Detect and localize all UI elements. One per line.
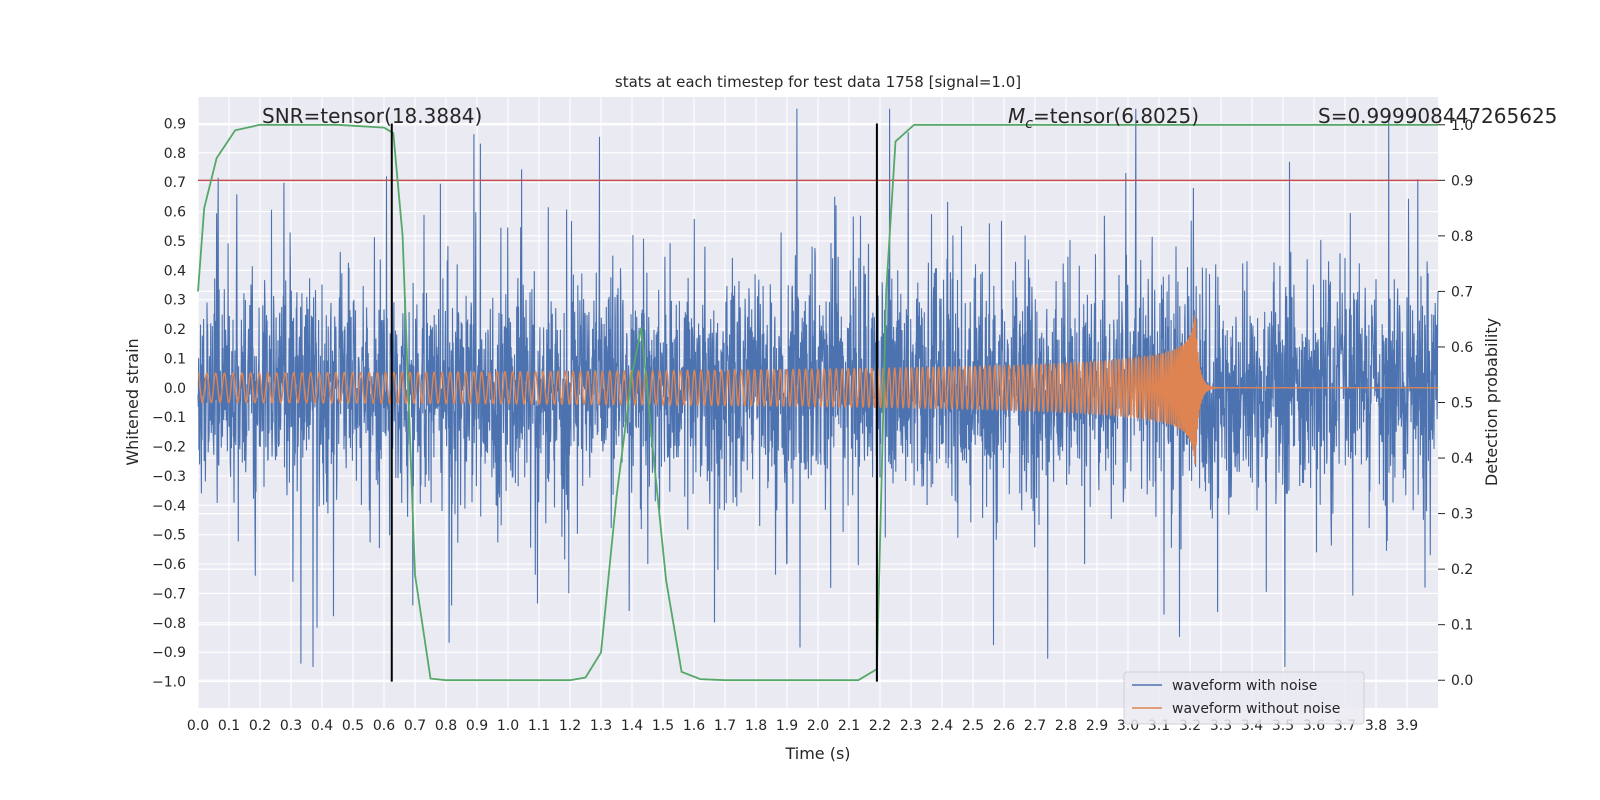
x-tick-label: 0.4 xyxy=(311,718,333,734)
y-tick-label: 0.5 xyxy=(164,234,186,250)
x-tick-label: 0.0 xyxy=(187,718,209,734)
x-tick-label: 2.7 xyxy=(1024,718,1046,734)
x-tick-label: 0.2 xyxy=(249,718,271,734)
y2-tick-label: 0.6 xyxy=(1451,340,1473,356)
chart-title: stats at each timestep for test data 175… xyxy=(615,73,1021,91)
x-tick-label: 2.8 xyxy=(1055,718,1077,734)
x-tick-label: 0.9 xyxy=(466,718,488,734)
x-tick-label: 2.9 xyxy=(1086,718,1108,734)
legend-box xyxy=(1123,671,1365,725)
series-waveform-with-noise xyxy=(197,108,1439,667)
s-annotation: S=0.999908447265625 xyxy=(1318,104,1557,128)
y2-tick-label: 0.0 xyxy=(1451,673,1473,689)
x-tick-label: 1.9 xyxy=(776,718,798,734)
y-tick-label: −0.8 xyxy=(152,616,186,632)
x-tick-label: 0.8 xyxy=(435,718,457,734)
x-tick-label: 2.6 xyxy=(993,718,1015,734)
x-tick-label: 2.0 xyxy=(807,718,829,734)
series-waveform-without-noise xyxy=(197,315,1438,465)
y-tick-label: −0.2 xyxy=(152,440,186,456)
series-layer xyxy=(197,108,1439,682)
x-tick-label: 1.8 xyxy=(745,718,767,734)
y-tick-label: −1.0 xyxy=(152,675,186,691)
legend-label-clean: waveform without noise xyxy=(1172,701,1340,717)
legend-label-noisy: waveform with noise xyxy=(1172,678,1317,694)
x-tick-label: 1.0 xyxy=(497,718,519,734)
y-tick-label: −0.6 xyxy=(152,557,186,573)
y-tick-label: −0.4 xyxy=(152,498,186,514)
x-tick-label: 2.3 xyxy=(900,718,922,734)
y-axis-label: Whitened strain xyxy=(123,338,142,465)
axis-ticks: 0.0 0.1 0.2 0.3 0.4 0.5 0.6 0.7 0.8 0.9 1.0 1.1 1.2 1… xyxy=(152,116,1473,734)
y2-tick-label: 0.5 xyxy=(1451,396,1473,412)
x-axis-label: Time (s) xyxy=(784,744,850,763)
y2-axis-label: Detection probability xyxy=(1482,318,1501,486)
x-tick-label: 1.4 xyxy=(621,718,643,734)
x-tick-label: 2.1 xyxy=(838,718,860,734)
y-tick-label: −0.7 xyxy=(152,586,186,602)
chirp-mass-value: =tensor(6.8025) xyxy=(1033,104,1199,128)
y-tick-label: 0.7 xyxy=(164,175,186,191)
y-tick-label: −0.1 xyxy=(152,410,186,426)
y-tick-label: 0.2 xyxy=(164,322,186,338)
x-tick-label: 0.7 xyxy=(404,718,426,734)
y-tick-label: 0.0 xyxy=(164,381,186,397)
chirp-mass-subscript: c xyxy=(1025,116,1033,132)
x-tick-label: 2.4 xyxy=(931,718,953,734)
y2-tick-label: 0.3 xyxy=(1451,507,1473,523)
x-tick-label: 3.9 xyxy=(1396,718,1418,734)
x-tick-label: 2.2 xyxy=(869,718,891,734)
x-tick-label: 1.1 xyxy=(528,718,550,734)
y-tick-label: −0.9 xyxy=(152,645,186,661)
y2-tick-label: 0.4 xyxy=(1451,451,1473,467)
y-tick-label: 0.3 xyxy=(164,293,186,309)
legend: waveform with noise waveform without noi… xyxy=(1123,671,1365,725)
x-tick-label: 2.5 xyxy=(962,718,984,734)
chirp-mass-symbol: M xyxy=(1008,104,1025,128)
x-tick-label: 0.1 xyxy=(218,718,240,734)
x-tick-label: 0.6 xyxy=(373,718,395,734)
y2-tick-label: 0.2 xyxy=(1451,562,1473,578)
x-tick-label: 3.8 xyxy=(1365,718,1387,734)
y-tick-label: 0.9 xyxy=(164,116,186,132)
y2-tick-label: 0.8 xyxy=(1451,229,1473,245)
y-tick-label: −0.3 xyxy=(152,469,186,485)
x-tick-label: 0.3 xyxy=(280,718,302,734)
x-tick-label: 1.2 xyxy=(559,718,581,734)
x-tick-label: 0.5 xyxy=(342,718,364,734)
y-tick-label: 0.4 xyxy=(164,263,186,279)
x-tick-label: 1.3 xyxy=(590,718,612,734)
y-tick-label: 0.6 xyxy=(164,205,186,221)
snr-annotation: SNR=tensor(18.3884) xyxy=(262,104,482,128)
y2-tick-label: 0.7 xyxy=(1451,284,1473,300)
series-detection-probability xyxy=(197,123,1438,682)
y-tick-label: 0.1 xyxy=(164,351,186,367)
y-tick-label: −0.5 xyxy=(152,528,186,544)
y-tick-label: 0.8 xyxy=(164,146,186,162)
y2-tick-label: 0.9 xyxy=(1451,173,1473,189)
y2-tick-label: 1.0 xyxy=(1451,118,1473,134)
x-tick-label: 1.5 xyxy=(652,718,674,734)
chirp-mass-annotation: Mc=tensor(6.8025) xyxy=(1008,104,1199,132)
x-tick-label: 1.6 xyxy=(683,718,705,734)
x-tick-label: 1.7 xyxy=(714,718,736,734)
y2-tick-label: 0.1 xyxy=(1451,618,1473,634)
